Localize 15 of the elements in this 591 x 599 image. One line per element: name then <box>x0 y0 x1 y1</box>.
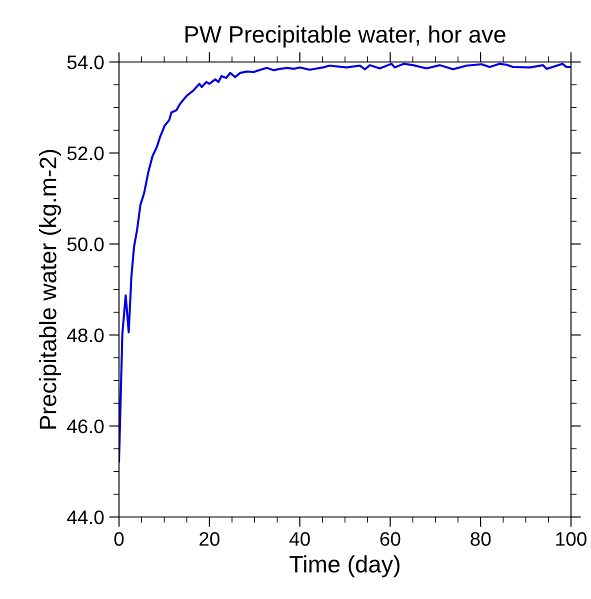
x-tick-label: 100 <box>556 532 586 546</box>
y-axis-title: Precipitable water (kg.m-2) <box>39 150 62 429</box>
y-tick-label: 54.0 <box>67 55 104 70</box>
y-tick-label: 50.0 <box>67 237 104 252</box>
x-tick-label: 0 <box>114 532 124 546</box>
y-tick-label: 44.0 <box>67 510 104 524</box>
y-tick-label: 48.0 <box>67 328 104 342</box>
y-tick-label: 52.0 <box>67 146 104 160</box>
x-tick-label: 60 <box>380 532 400 546</box>
x-tick-label: 80 <box>470 532 491 546</box>
x-tick-label: 40 <box>289 532 310 546</box>
chart-title: PW Precipitable water, hor ave <box>186 25 506 48</box>
y-tick-label: 46.0 <box>67 419 104 434</box>
x-axis-title: Time (day) <box>290 555 400 578</box>
x-tick-label: 20 <box>200 532 220 546</box>
